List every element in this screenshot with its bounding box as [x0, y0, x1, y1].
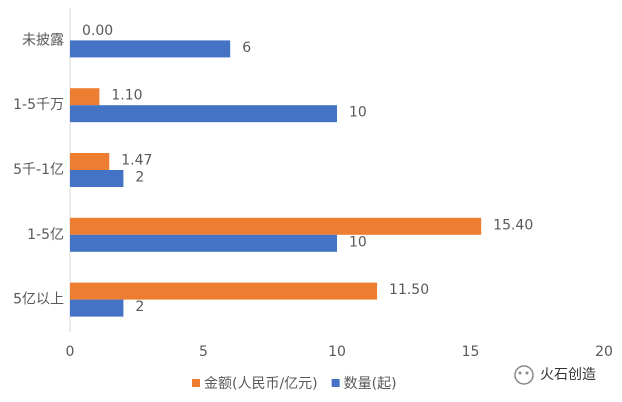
y-tick-label: 1-5亿 — [27, 227, 64, 243]
data-label: 10 — [349, 105, 367, 121]
bar — [70, 299, 124, 317]
bar — [70, 217, 482, 235]
data-label: 2 — [135, 299, 144, 315]
y-tick-label: 5千-1亿 — [13, 162, 64, 178]
bar — [70, 40, 231, 58]
bar — [70, 282, 378, 300]
y-tick-label: 5亿以上 — [13, 292, 64, 308]
bar — [70, 88, 100, 106]
source: 火石创造 — [540, 367, 596, 383]
y-tick-label: 1-5千万 — [13, 97, 64, 113]
x-tick-label: 15 — [462, 344, 480, 360]
data-label: 6 — [242, 40, 251, 56]
legend-swatch — [192, 379, 200, 387]
legend-swatch — [331, 379, 340, 387]
x-tick-label: 10 — [328, 344, 346, 360]
legend-label: 数量(起) — [344, 376, 397, 392]
logo — [514, 365, 534, 385]
data-label: 0.00 — [82, 23, 113, 39]
x-tick-label: 0 — [66, 344, 75, 360]
bar — [70, 105, 337, 123]
legend-label: 金额(人民币/亿元) — [204, 376, 318, 392]
data-label: 1.47 — [121, 153, 152, 169]
bar — [70, 234, 337, 252]
y-tick-label: 未披露 — [22, 32, 64, 48]
data-label: 11.50 — [389, 282, 429, 298]
data-label: 10 — [349, 234, 367, 250]
x-tick-label: 5 — [199, 344, 208, 360]
x-tick-label: 20 — [595, 344, 613, 360]
bar — [70, 153, 110, 170]
bar — [70, 170, 124, 187]
data-label: 15.40 — [493, 217, 533, 233]
data-label: 2 — [135, 170, 144, 186]
data-label: 1.10 — [111, 88, 142, 104]
